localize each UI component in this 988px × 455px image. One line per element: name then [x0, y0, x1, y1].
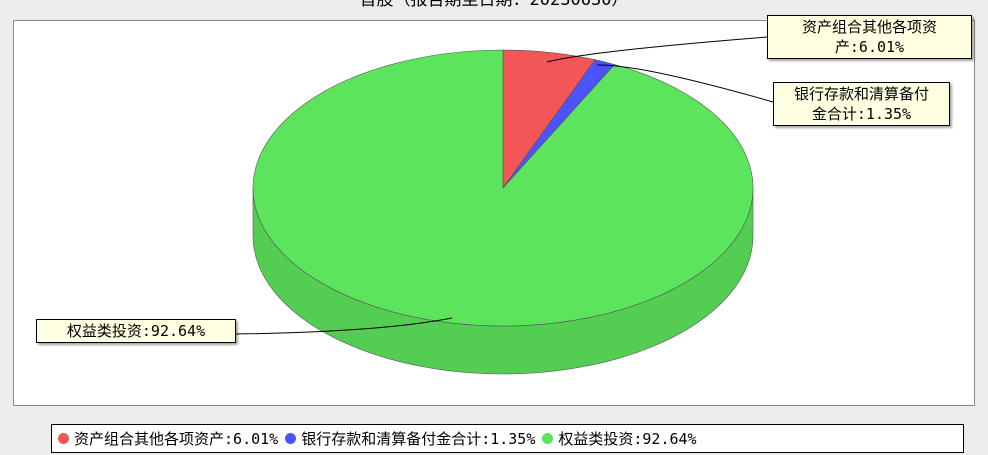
chart-title: 晋股（报告期至日期：20230630） [359, 0, 629, 10]
callout-equity: 权益类投资:92.64% [36, 319, 236, 343]
legend-label-equity: 权益类投资:92.64% [558, 430, 697, 448]
legend-item-equity: 权益类投资:92.64% [542, 428, 697, 449]
legend-item-bank-deposits: 银行存款和清算备付金合计:1.35% [285, 428, 535, 449]
callout-other-assets-line2: 产:6.01% [834, 38, 905, 56]
legend-item-other-assets: 资产组合其他各项资产:6.01% [58, 428, 278, 449]
legend-label-other-assets: 资产组合其他各项资产:6.01% [74, 430, 279, 448]
legend: 资产组合其他各项资产:6.01% 银行存款和清算备付金合计:1.35% 权益类投… [51, 424, 964, 453]
legend-marker-blue [285, 433, 297, 444]
legend-marker-red [58, 433, 69, 444]
leader-line-1 [596, 64, 774, 103]
callout-other-assets-line1: 资产组合其他各项资 [801, 18, 937, 36]
legend-marker-green [542, 433, 554, 444]
pie-slice-2 [252, 49, 754, 327]
leader-line-2 [235, 317, 453, 335]
callout-bank-deposits-line1: 银行存款和清算备付 [793, 85, 929, 103]
callout-bank-deposits-line2: 金合计:1.35% [811, 105, 912, 123]
callout-bank-deposits: 银行存款和清算备付 金合计:1.35% [773, 82, 950, 126]
legend-label-bank-deposits: 银行存款和清算备付金合计:1.35% [301, 430, 536, 448]
callout-other-assets: 资产组合其他各项资 产:6.01% [767, 15, 972, 59]
leader-line-0 [546, 36, 768, 63]
callout-equity-line1: 权益类投资:92.64% [66, 322, 206, 340]
